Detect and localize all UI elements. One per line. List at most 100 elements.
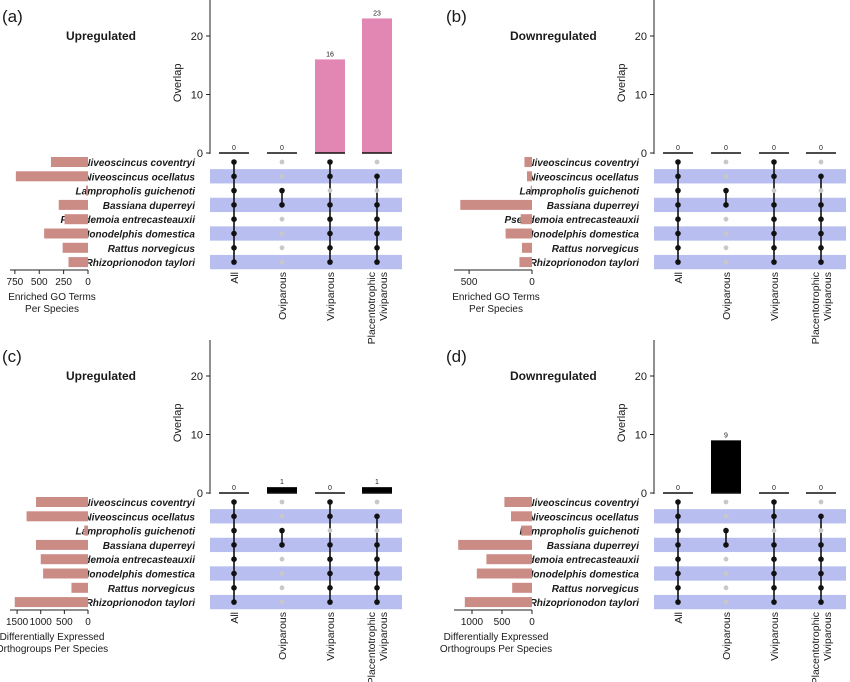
matrix-dot-filled: [818, 230, 824, 237]
species-label: Rhizoprionodon taylori: [86, 258, 196, 269]
matrix-dot-empty: [723, 499, 729, 505]
panel-c: (c)Upregulated01020Overlap0101Niveoscinc…: [0, 340, 402, 682]
species-label: Rhizoprionodon taylori: [530, 258, 640, 269]
matrix-dot-filled: [675, 570, 681, 577]
matrix-dot-empty: [771, 188, 777, 194]
y-axis-label: Overlap: [172, 64, 184, 103]
overlap-count-label: 1: [280, 479, 284, 486]
matrix-dot-empty: [279, 513, 285, 519]
matrix-dot-filled: [771, 570, 777, 577]
matrix-dot-filled: [327, 159, 333, 165]
species-count-bar: [84, 525, 88, 536]
matrix-row-band: [210, 226, 402, 241]
species-count-bar: [476, 568, 532, 579]
species-count-bar: [44, 228, 88, 239]
matrix-dot-filled: [771, 259, 777, 265]
matrix-row-band: [654, 254, 846, 270]
matrix-dot-empty: [723, 585, 729, 591]
matrix-dot-filled: [374, 556, 380, 562]
matrix-dot-filled: [675, 230, 681, 237]
y-tick-label: 0: [197, 488, 203, 500]
matrix-dot-filled: [374, 570, 380, 577]
species-count-bar: [511, 511, 532, 522]
matrix-dot-filled: [675, 187, 681, 194]
overlap-bar: [362, 487, 392, 493]
matrix-row-band: [210, 197, 402, 213]
overlap-bar: [711, 440, 741, 493]
overlap-count-label: 0: [819, 145, 823, 152]
overlap-count-label: 0: [724, 145, 728, 152]
matrix-dot-empty: [723, 231, 729, 236]
matrix-dot-filled: [675, 585, 681, 591]
matrix-dot-empty: [279, 259, 285, 265]
set-label: Placentotrophic: [366, 272, 378, 344]
species-count-bar: [520, 214, 532, 225]
species-label: Monodelphis domestica: [81, 570, 195, 581]
species-x-tick-label: 500: [56, 617, 73, 628]
overlap-count-label: 23: [373, 10, 381, 17]
species-label: Bassiana duperreyi: [103, 541, 195, 552]
species-label: Niveoscincus coventryi: [83, 158, 195, 169]
species-x-tick-label: 0: [529, 617, 535, 628]
species-count-bar: [530, 185, 532, 196]
species-count-bar: [512, 582, 532, 593]
matrix-row-band: [654, 566, 846, 581]
matrix-dot-filled: [818, 513, 824, 520]
species-x-tick-label: 1500: [6, 617, 29, 628]
overlap-count-label: 16: [326, 51, 334, 58]
matrix-dot-filled: [231, 259, 237, 265]
matrix-row-band: [210, 594, 402, 610]
set-label: Oviparous: [721, 272, 733, 320]
panel-label: (b): [446, 7, 467, 26]
matrix-dot-filled: [675, 527, 681, 534]
matrix-dot-filled: [374, 585, 380, 591]
y-tick-label: 10: [635, 430, 647, 442]
matrix-dot-filled: [771, 542, 777, 548]
y-tick-label: 0: [641, 148, 647, 160]
set-label: Viviparous: [325, 272, 337, 321]
matrix-dot-filled: [374, 542, 380, 548]
species-label: Niveoscincus ocellatus: [528, 172, 639, 183]
panel-label: (d): [446, 347, 467, 366]
matrix-row-band: [654, 226, 846, 241]
overlap-count-label: 0: [772, 145, 776, 152]
matrix-row-band: [654, 594, 846, 610]
species-x-axis-label: Per Species: [25, 304, 79, 315]
matrix-dot-filled: [231, 159, 237, 165]
species-label: Bassiana duperreyi: [547, 201, 639, 212]
y-tick-label: 20: [635, 371, 647, 383]
species-count-bar: [504, 497, 532, 507]
species-count-bar: [71, 582, 88, 593]
matrix-dot-empty: [818, 528, 824, 533]
matrix-dot-filled: [231, 513, 237, 520]
matrix-dot-filled: [327, 585, 333, 591]
set-label: Viviparous: [769, 612, 781, 661]
matrix-dot-empty: [279, 599, 285, 605]
matrix-dot-filled: [818, 259, 824, 265]
matrix-dot-filled: [771, 513, 777, 520]
matrix-dot-filled: [327, 259, 333, 265]
matrix-dot-filled: [771, 230, 777, 237]
species-x-axis-label: Orthogroups Per Species: [440, 644, 552, 655]
set-label: All: [229, 612, 241, 624]
matrix-dot-filled: [231, 542, 237, 548]
set-label: Viviparous: [822, 612, 834, 661]
matrix-dot-filled: [818, 599, 824, 605]
overlap-bar: [362, 18, 392, 154]
species-count-bar: [26, 511, 88, 522]
panel-label: (c): [2, 347, 22, 366]
species-label: Rattus norvegicus: [108, 584, 196, 595]
y-axis-label: Overlap: [172, 404, 184, 443]
matrix-dot-empty: [374, 499, 380, 505]
matrix-dot-filled: [818, 202, 824, 208]
panel-label: (a): [2, 7, 23, 26]
y-tick-label: 10: [191, 90, 203, 102]
matrix-dot-filled: [675, 245, 681, 251]
matrix-dot-filled: [771, 173, 777, 180]
matrix-dot-empty: [374, 159, 380, 165]
matrix-dot-filled: [231, 556, 237, 562]
species-count-bar: [458, 539, 532, 550]
set-label: Placentotrophic: [810, 272, 822, 344]
